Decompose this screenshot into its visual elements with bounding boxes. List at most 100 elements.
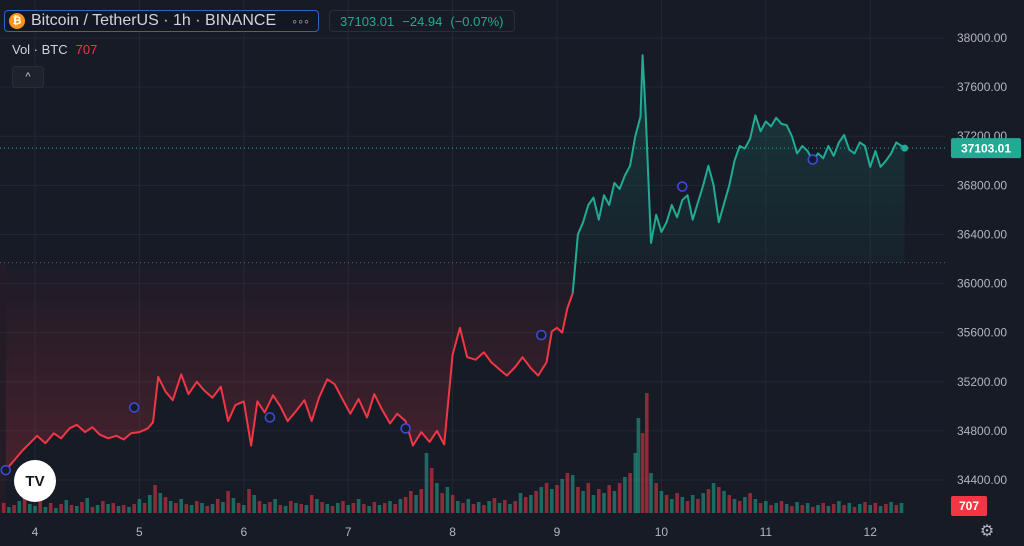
volume-bar (351, 503, 356, 513)
volume-bar (889, 502, 893, 513)
volume-bar (774, 503, 778, 513)
event-marker (676, 181, 688, 192)
volume-bar (43, 507, 48, 513)
volume-bar (492, 498, 497, 513)
volume-value: 707 (75, 42, 98, 57)
volume-bar (346, 505, 350, 513)
x-axis-tick-label: 11 (760, 525, 773, 539)
volume-bar (534, 491, 538, 513)
volume-bar (717, 487, 721, 513)
y-axis-tick-label: 35200.00 (957, 375, 1007, 389)
collapse-legend-button[interactable]: ^ (12, 66, 44, 88)
volume-bar (711, 483, 716, 513)
volume-bar (842, 505, 846, 513)
event-marker (400, 423, 411, 434)
price-line-below-baseline (5, 293, 574, 471)
volume-bar (466, 499, 471, 513)
volume-bar (356, 499, 361, 513)
volume-bar (236, 503, 241, 513)
volume-bar (184, 504, 189, 513)
volume-bar (805, 503, 810, 513)
volume-bar (195, 501, 199, 513)
more-dots-icon[interactable]: ◦◦◦ (292, 13, 311, 29)
volume-bar (518, 493, 523, 513)
x-axis-tick-label: 8 (449, 525, 456, 539)
volume-bar (242, 505, 246, 513)
volume-bar (148, 495, 152, 513)
volume-bar (299, 504, 303, 513)
volume-bar (315, 499, 319, 513)
volume-bar (696, 499, 700, 513)
volume-bar (382, 503, 387, 513)
symbol-selector[interactable]: ₿ Bitcoin / TetherUS · 1h · BINANCE ◦◦◦ (4, 10, 320, 32)
volume-bar (550, 489, 554, 513)
price-readout: 37103.01 −24.94 (−0.07%) (329, 10, 515, 32)
volume-bar (795, 502, 799, 513)
volume-bar (174, 503, 178, 513)
volume-bar (325, 504, 330, 513)
volume-bar (476, 502, 481, 513)
volume-bar (523, 497, 528, 513)
event-marker (264, 412, 276, 423)
volume-bar (544, 483, 549, 513)
volume-bar (205, 506, 210, 513)
volume-bar (85, 498, 89, 513)
y-axis-tick-label: 35600.00 (957, 326, 1007, 340)
volume-bar (294, 503, 298, 513)
settings-gear-icon[interactable]: ⚙ (979, 523, 995, 540)
volume-bar (75, 506, 79, 513)
volume-bar (555, 485, 559, 513)
volume-legend[interactable]: Vol · BTC 707 (12, 42, 97, 57)
volume-bar (17, 501, 22, 513)
volume-bar (309, 495, 314, 513)
volume-bar (268, 502, 272, 513)
volume-bar (636, 418, 641, 513)
volume-bar (440, 493, 444, 513)
volume-bar (247, 489, 251, 513)
volume-bar (362, 504, 366, 513)
tradingview-logo[interactable]: TV (14, 460, 56, 502)
volume-bar (59, 504, 63, 513)
volume-bar (732, 499, 737, 513)
volume-bar (48, 503, 53, 513)
last-price-badge (951, 138, 1021, 159)
volume-bar (367, 506, 371, 513)
volume-bar (685, 501, 690, 513)
volume-bar (591, 495, 596, 513)
volume-badge-label: 707 (959, 499, 979, 513)
x-axis-tick-label: 4 (32, 525, 39, 539)
volume-bar (894, 505, 899, 513)
volume-bar (111, 503, 116, 513)
volume-bar (623, 477, 627, 513)
volume-bar (215, 499, 220, 513)
price-line-above-baseline (571, 54, 906, 294)
volume-bar (414, 495, 418, 513)
volume-bar (22, 495, 27, 513)
volume-bar (602, 493, 606, 513)
volume-bar (852, 507, 857, 513)
volume-bar (565, 473, 570, 513)
chart-header: ₿ Bitcoin / TetherUS · 1h · BINANCE ◦◦◦ … (4, 8, 515, 34)
volume-bar (748, 493, 752, 513)
volume-bar (649, 473, 653, 513)
volume-bar (336, 503, 340, 513)
volume-bar (320, 502, 324, 513)
volume-bar (628, 473, 632, 513)
volume-bar (560, 479, 564, 513)
last-price-badge-label: 37103.01 (961, 142, 1011, 156)
volume-bar (597, 489, 601, 513)
x-axis-tick-label: 9 (554, 525, 561, 539)
volume-bar (670, 499, 674, 513)
volume-bar (581, 491, 585, 513)
volume-bar (508, 504, 512, 513)
symbol-title[interactable]: Bitcoin / TetherUS · 1h · BINANCE (31, 12, 277, 29)
volume-bar (200, 503, 204, 513)
volume-bar (790, 506, 794, 513)
volume-bar (398, 499, 403, 513)
event-marker (536, 329, 547, 341)
volume-bar (64, 500, 69, 513)
volume-bar (278, 505, 283, 513)
volume-bar (461, 503, 465, 513)
volume-bar (576, 487, 580, 513)
